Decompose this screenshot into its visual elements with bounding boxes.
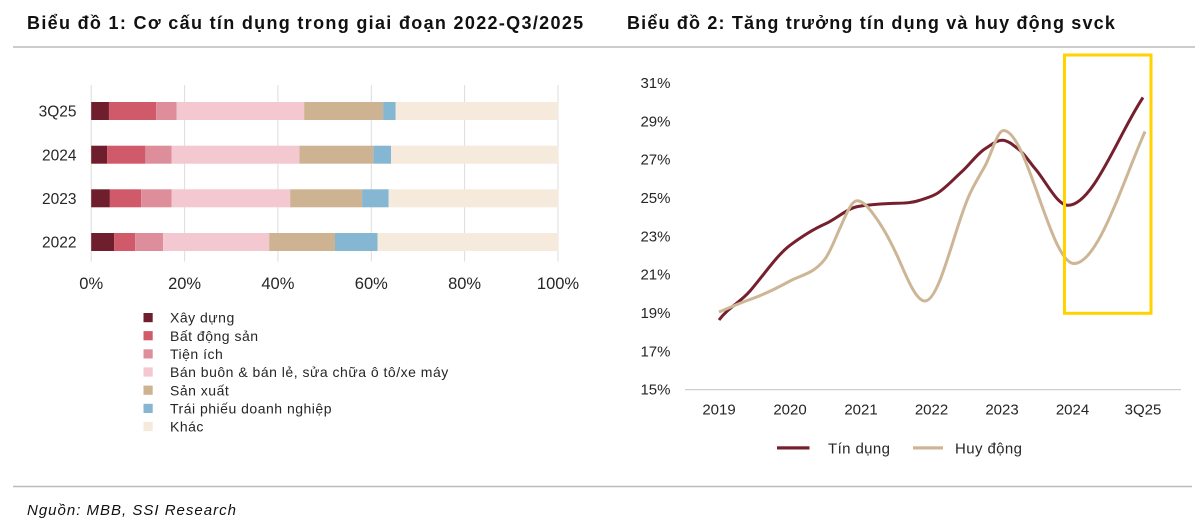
svg-text:60%: 60% [355, 275, 388, 293]
svg-text:0%: 0% [79, 275, 103, 293]
svg-text:Tiện ích: Tiện ích [170, 346, 223, 362]
svg-text:2024: 2024 [1056, 401, 1089, 418]
svg-text:3Q25: 3Q25 [1125, 401, 1162, 418]
svg-text:Xây dựng: Xây dựng [170, 310, 235, 326]
svg-text:Huy động: Huy động [955, 441, 1022, 458]
svg-text:29%: 29% [640, 113, 670, 130]
svg-text:80%: 80% [448, 275, 481, 293]
svg-text:27%: 27% [640, 152, 670, 169]
svg-text:Trái phiếu doanh nghiệp: Trái phiếu doanh nghiệp [170, 401, 332, 417]
svg-text:2021: 2021 [844, 401, 877, 418]
svg-text:19%: 19% [640, 305, 670, 322]
svg-text:2020: 2020 [773, 401, 806, 418]
svg-text:20%: 20% [168, 275, 201, 293]
svg-text:Bán buôn & bán lẻ, sửa chữa ô: Bán buôn & bán lẻ, sửa chữa ô tô/xe máy [170, 364, 449, 380]
svg-text:2023: 2023 [42, 191, 76, 208]
svg-text:2022: 2022 [915, 401, 948, 418]
svg-text:23%: 23% [640, 228, 670, 245]
svg-text:17%: 17% [640, 343, 670, 360]
svg-text:25%: 25% [640, 190, 670, 207]
svg-text:3Q25: 3Q25 [39, 104, 77, 121]
svg-text:2019: 2019 [702, 401, 735, 418]
svg-text:15%: 15% [640, 382, 670, 399]
svg-text:2022: 2022 [42, 235, 76, 252]
svg-text:Bất động sản: Bất động sản [170, 328, 259, 344]
svg-text:2024: 2024 [42, 147, 77, 164]
svg-text:Sản xuất: Sản xuất [170, 382, 229, 398]
svg-text:21%: 21% [640, 267, 670, 284]
svg-text:31%: 31% [640, 75, 670, 92]
svg-text:40%: 40% [261, 275, 294, 293]
svg-text:Khác: Khác [170, 419, 204, 435]
svg-text:Tín dụng: Tín dụng [828, 441, 890, 458]
svg-text:2023: 2023 [985, 401, 1018, 418]
svg-text:100%: 100% [537, 275, 580, 293]
